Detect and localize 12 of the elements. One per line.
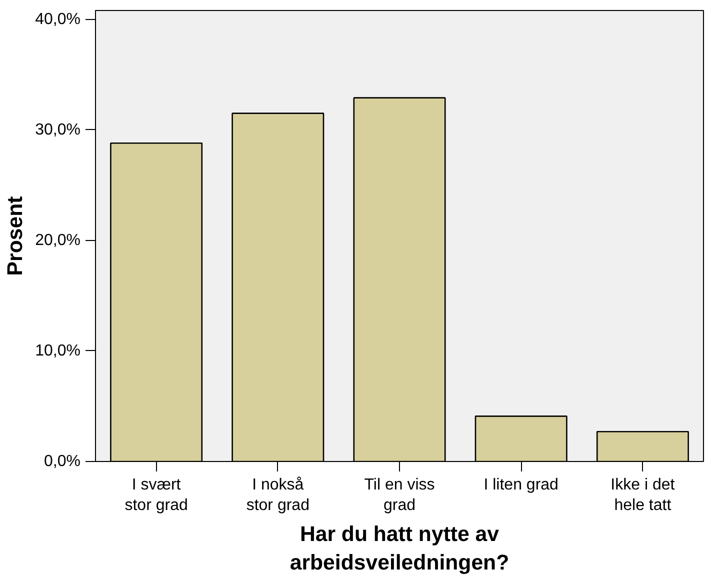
x-tick-label: I nokså stor grad (246, 476, 310, 514)
y-tick-label: 40,0% (35, 10, 81, 28)
y-tick-label: 30,0% (35, 121, 81, 138)
x-tick-label: I liten grad (484, 476, 558, 494)
y-tick-label: 20,0% (35, 232, 81, 249)
x-tick-label: I svært stor grad (124, 476, 188, 514)
y-axis-title: Prosent (3, 196, 28, 276)
x-tick-label: Til en viss grad (364, 476, 435, 514)
y-tick-label: 0,0% (44, 453, 80, 470)
x-tick-label: Ikke i det hele tatt (610, 476, 676, 514)
x-axis-title: Har du hatt nytte av arbeidsveiledningen? (290, 522, 510, 575)
y-tick-label: 10,0% (35, 342, 81, 360)
